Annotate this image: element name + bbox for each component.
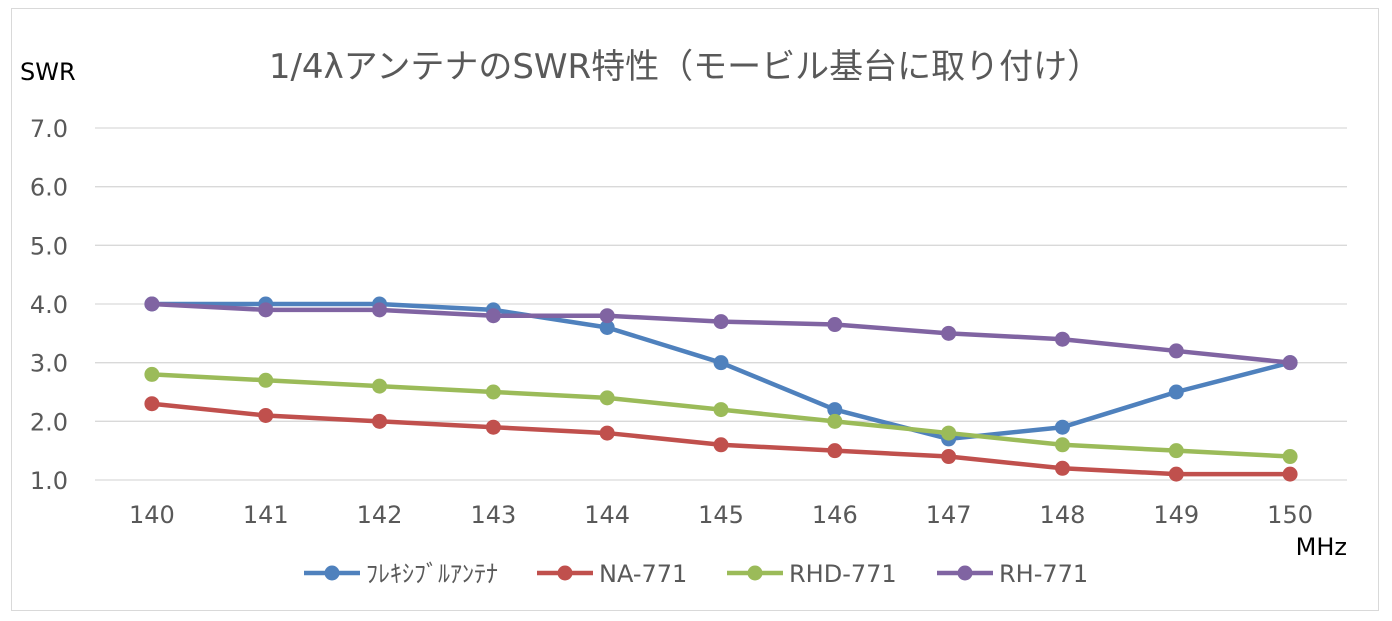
data-point <box>372 378 388 394</box>
data-point <box>1282 355 1298 371</box>
data-point <box>1168 343 1184 359</box>
data-point <box>144 396 160 412</box>
data-point <box>713 402 729 418</box>
chart-title: 1/4λアンテナのSWR特性（モービル基台に取り付け） <box>269 47 1101 87</box>
data-point <box>827 443 843 459</box>
data-point <box>1054 437 1070 453</box>
data-point <box>1282 449 1298 465</box>
data-point <box>258 407 274 423</box>
series-group <box>144 366 1298 465</box>
data-point <box>372 302 388 318</box>
data-point <box>1282 466 1298 482</box>
series-line <box>149 301 1293 365</box>
data-point <box>144 296 160 312</box>
data-point <box>941 449 957 465</box>
x-tick-label: 149 <box>1153 501 1199 529</box>
y-tick-labels: 1.0 2.0 3.0 4.0 5.0 6.0 7.0 <box>30 115 68 495</box>
legend-swatch-marker <box>324 565 340 581</box>
data-point <box>1054 460 1070 476</box>
data-point <box>827 402 843 418</box>
x-tick-label: 146 <box>812 501 858 529</box>
y-axis-title: SWR <box>20 58 76 86</box>
x-tick-label: 145 <box>698 501 744 529</box>
data-point <box>1054 331 1070 347</box>
legend-item: ﾌﾚｷｼﾌﾞﾙｱﾝﾃﾅ <box>304 560 498 588</box>
data-point <box>599 319 615 335</box>
data-point <box>372 413 388 429</box>
legend-swatch-marker <box>747 565 763 581</box>
series-lines <box>144 296 1298 482</box>
legend-swatch-marker <box>557 565 573 581</box>
legend-item: RHD-771 <box>727 560 897 588</box>
data-point <box>599 390 615 406</box>
data-point <box>485 384 501 400</box>
data-point <box>1054 419 1070 435</box>
legend-swatch-marker <box>957 565 973 581</box>
x-tick-label: 148 <box>1040 501 1086 529</box>
legend-label: RH-771 <box>999 560 1088 588</box>
data-point <box>485 308 501 324</box>
x-tick-labels: 140 141 142 143 144 145 146 147 148 149 150 <box>129 501 1313 529</box>
x-tick-label: 150 <box>1267 501 1313 529</box>
y-tick-label: 3.0 <box>30 350 68 378</box>
data-point <box>144 366 160 382</box>
x-tick-label: 142 <box>357 501 403 529</box>
x-tick-label: 147 <box>926 501 972 529</box>
data-point <box>941 325 957 341</box>
data-point <box>1168 384 1184 400</box>
y-tick-label: 1.0 <box>30 467 68 495</box>
y-tick-label: 7.0 <box>30 115 68 143</box>
data-point <box>1168 443 1184 459</box>
x-tick-label: 143 <box>470 501 516 529</box>
series-group <box>144 396 1298 482</box>
x-tick-label: 141 <box>243 501 289 529</box>
data-point <box>258 302 274 318</box>
data-point <box>258 372 274 388</box>
legend: ﾌﾚｷｼﾌﾞﾙｱﾝﾃﾅ NA-771 RHD-771 RH-771 <box>304 560 1088 588</box>
data-point <box>485 419 501 435</box>
legend-item: NA-771 <box>537 560 687 588</box>
legend-label: RHD-771 <box>789 560 897 588</box>
y-tick-label: 4.0 <box>30 291 68 319</box>
data-point <box>713 437 729 453</box>
legend-label: NA-771 <box>599 560 687 588</box>
y-tick-label: 2.0 <box>30 408 68 436</box>
series-group <box>144 296 1298 371</box>
x-tick-label: 144 <box>584 501 630 529</box>
x-axis-title: MHz <box>1296 533 1347 561</box>
data-point <box>599 425 615 441</box>
x-tick-label: 140 <box>129 501 175 529</box>
data-point <box>941 425 957 441</box>
gridlines <box>95 127 1347 481</box>
y-tick-label: 5.0 <box>30 232 68 260</box>
data-point <box>713 355 729 371</box>
legend-label: ﾌﾚｷｼﾌﾞﾙｱﾝﾃﾅ <box>366 560 498 588</box>
data-point <box>827 317 843 333</box>
data-point <box>1168 466 1184 482</box>
data-point <box>713 314 729 330</box>
legend-item: RH-771 <box>937 560 1088 588</box>
y-tick-label: 6.0 <box>30 174 68 202</box>
data-point <box>827 413 843 429</box>
data-point <box>599 308 615 324</box>
